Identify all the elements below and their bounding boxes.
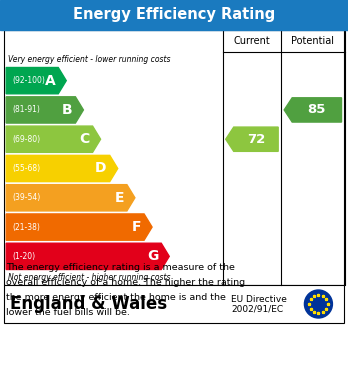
Text: The energy efficiency rating is a measure of the: The energy efficiency rating is a measur… xyxy=(6,262,235,272)
Text: C: C xyxy=(79,132,89,146)
Text: 72: 72 xyxy=(247,133,265,146)
Polygon shape xyxy=(226,127,278,151)
Text: A: A xyxy=(45,74,55,88)
Text: Current: Current xyxy=(234,36,270,46)
Text: G: G xyxy=(147,249,158,264)
Polygon shape xyxy=(6,185,135,211)
Text: B: B xyxy=(62,103,72,117)
Text: F: F xyxy=(132,220,141,234)
Polygon shape xyxy=(6,68,66,94)
Text: 85: 85 xyxy=(308,104,326,117)
Bar xyxy=(0,0,348,30)
Polygon shape xyxy=(6,97,84,123)
Text: E: E xyxy=(114,191,124,205)
Text: (69-80): (69-80) xyxy=(12,135,40,144)
Text: Not energy efficient - higher running costs: Not energy efficient - higher running co… xyxy=(8,273,171,283)
Circle shape xyxy=(304,290,332,318)
Polygon shape xyxy=(284,98,341,122)
Polygon shape xyxy=(6,243,169,269)
Text: D: D xyxy=(95,161,107,176)
Text: EU Directive: EU Directive xyxy=(231,294,287,303)
Text: 2002/91/EC: 2002/91/EC xyxy=(231,305,284,314)
Bar xyxy=(4,30,344,285)
Bar xyxy=(4,285,344,323)
Text: (92-100): (92-100) xyxy=(12,76,45,85)
Text: (1-20): (1-20) xyxy=(12,252,35,261)
Text: overall efficiency of a home. The higher the rating: overall efficiency of a home. The higher… xyxy=(6,278,245,287)
Text: Potential: Potential xyxy=(291,36,334,46)
Text: lower the fuel bills will be.: lower the fuel bills will be. xyxy=(6,308,130,317)
Text: (55-68): (55-68) xyxy=(12,164,40,173)
Text: Energy Efficiency Rating: Energy Efficiency Rating xyxy=(73,7,275,23)
Text: (39-54): (39-54) xyxy=(12,193,40,202)
Polygon shape xyxy=(6,214,152,240)
Text: the more energy efficient the home is and the: the more energy efficient the home is an… xyxy=(6,293,226,302)
Text: (21-38): (21-38) xyxy=(12,222,40,231)
Polygon shape xyxy=(6,155,118,182)
Text: England & Wales: England & Wales xyxy=(10,295,167,313)
Text: Very energy efficient - lower running costs: Very energy efficient - lower running co… xyxy=(8,54,171,63)
Polygon shape xyxy=(6,126,101,152)
Text: (81-91): (81-91) xyxy=(12,106,40,115)
